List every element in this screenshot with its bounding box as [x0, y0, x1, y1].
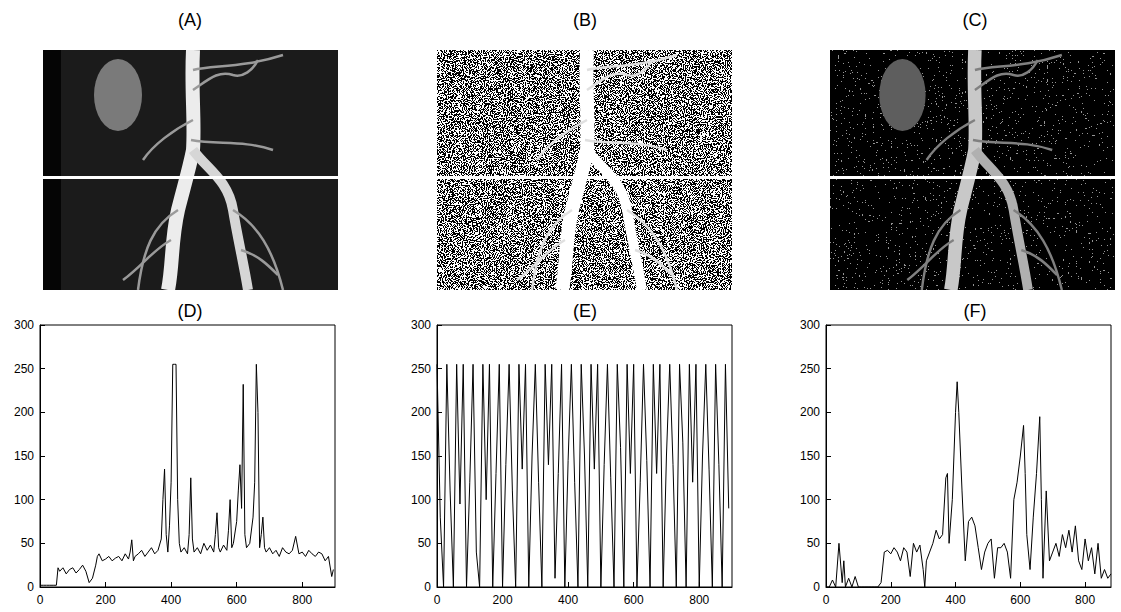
svg-text:(F): (F) [964, 301, 987, 321]
svg-text:0: 0 [424, 580, 431, 594]
svg-text:200: 200 [800, 405, 820, 419]
svg-text:200: 200 [14, 405, 34, 419]
svg-text:400: 400 [946, 593, 966, 607]
svg-text:800: 800 [292, 593, 312, 607]
svg-text:200: 200 [881, 593, 901, 607]
svg-text:(B): (B) [573, 10, 597, 30]
svg-text:100: 100 [14, 493, 34, 507]
svg-text:300: 300 [800, 318, 820, 332]
svg-text:300: 300 [411, 318, 431, 332]
svg-text:(C): (C) [963, 10, 988, 30]
svg-text:200: 200 [96, 593, 116, 607]
svg-text:400: 400 [558, 593, 578, 607]
svg-text:600: 600 [624, 593, 644, 607]
svg-text:0: 0 [813, 580, 820, 594]
svg-text:(A): (A) [178, 10, 202, 30]
svg-text:0: 0 [37, 593, 44, 607]
svg-text:(E): (E) [573, 301, 597, 321]
svg-text:250: 250 [800, 362, 820, 376]
svg-text:100: 100 [800, 493, 820, 507]
svg-text:200: 200 [493, 593, 513, 607]
svg-text:250: 250 [411, 362, 431, 376]
svg-text:100: 100 [411, 493, 431, 507]
svg-text:50: 50 [21, 536, 35, 550]
svg-text:250: 250 [14, 362, 34, 376]
svg-text:200: 200 [411, 405, 431, 419]
svg-text:300: 300 [14, 318, 34, 332]
svg-text:600: 600 [227, 593, 247, 607]
svg-text:800: 800 [689, 593, 709, 607]
svg-text:0: 0 [27, 580, 34, 594]
svg-text:50: 50 [807, 536, 821, 550]
svg-text:150: 150 [411, 449, 431, 463]
svg-text:0: 0 [823, 593, 830, 607]
svg-text:800: 800 [1075, 593, 1095, 607]
svg-text:400: 400 [161, 593, 181, 607]
svg-text:150: 150 [800, 449, 820, 463]
svg-text:600: 600 [1010, 593, 1030, 607]
svg-text:150: 150 [14, 449, 34, 463]
svg-text:(D): (D) [178, 301, 203, 321]
svg-text:50: 50 [418, 536, 432, 550]
svg-text:0: 0 [434, 593, 441, 607]
